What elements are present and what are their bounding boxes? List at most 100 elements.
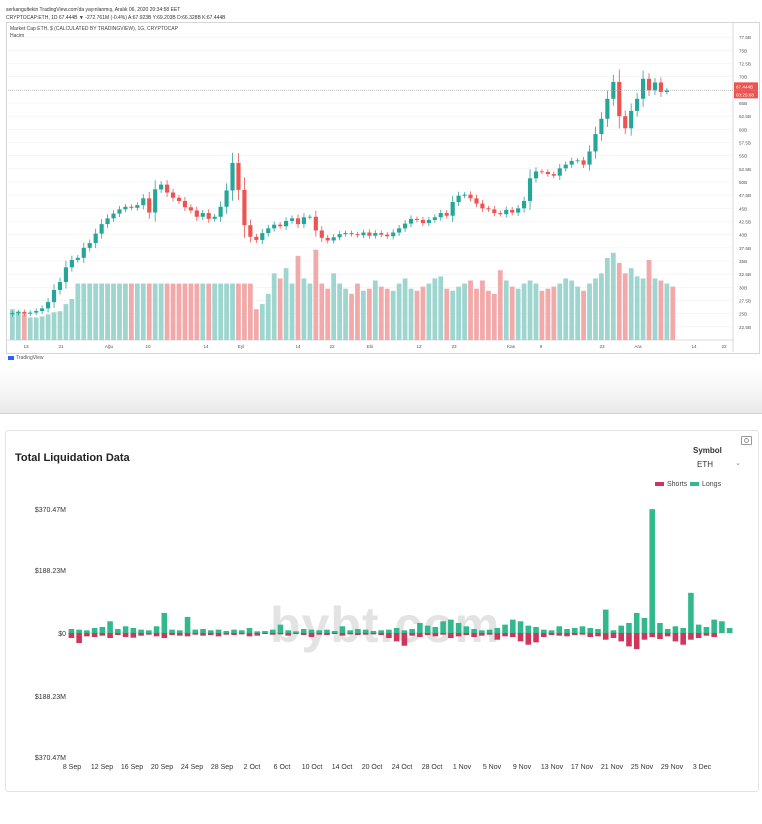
volume-bar: [295, 255, 301, 340]
candle-body: [135, 205, 140, 208]
x-tick-label: 12 Sep: [91, 764, 113, 771]
longs-bar: [479, 630, 485, 633]
volume-bar: [527, 280, 533, 340]
candle-body: [367, 232, 372, 236]
volume-bar: [468, 280, 473, 340]
candle-body: [480, 203, 485, 209]
candle-body: [438, 213, 443, 218]
volume-bar: [10, 309, 15, 340]
candle-body: [117, 209, 122, 214]
candle-body: [331, 237, 336, 241]
x-tick-label: 29 Nov: [661, 764, 684, 771]
candle-body: [212, 216, 217, 219]
candle-body: [307, 216, 312, 218]
volume-bar: [670, 286, 676, 340]
candle-body: [63, 267, 69, 283]
longs-bar: [130, 627, 137, 633]
candle-body: [224, 190, 229, 207]
x-tick-label: 20 Sep: [151, 764, 173, 771]
shorts-bar: [595, 633, 601, 637]
longs-bar: [285, 630, 292, 633]
y-tick-label: 27.5B: [739, 299, 751, 304]
longs-bar: [533, 626, 539, 633]
countdown-badge: [734, 90, 758, 99]
shorts-bar: [711, 633, 717, 638]
candle-body: [349, 233, 354, 235]
volume-bar: [236, 283, 241, 340]
candle-body: [295, 218, 301, 225]
x-tick-label: 3 Dec: [693, 764, 712, 771]
y-tick-label: $370.47M: [35, 507, 66, 514]
volume-bar: [111, 283, 116, 340]
longs-bar: [347, 630, 353, 633]
x-tick-label: 17 Nov: [571, 764, 594, 771]
volume-bar: [242, 283, 247, 340]
longs-bar: [138, 629, 144, 633]
volume-bar: [319, 283, 325, 340]
shorts-bar: [215, 633, 222, 637]
shorts-bar: [602, 633, 609, 640]
x-tick-label: 21 Nov: [601, 764, 624, 771]
shorts-bar: [517, 633, 524, 642]
symbol-select[interactable]: ETH ⌄: [693, 458, 743, 472]
shorts-bar: [192, 633, 199, 635]
volume-bar: [27, 317, 33, 340]
volume-bar: [533, 283, 539, 340]
camera-icon[interactable]: [741, 436, 752, 445]
legend-shorts-label: Shorts: [667, 481, 688, 488]
shorts-bar: [308, 633, 315, 638]
candle-body: [319, 230, 324, 238]
candle-body: [164, 184, 170, 193]
x-tick-label: 21: [58, 344, 64, 349]
candle-body: [278, 224, 283, 227]
candle-body: [575, 160, 580, 162]
y-tick-label: 22.5B: [739, 325, 751, 330]
volume-bar: [194, 283, 200, 340]
legend-longs-label: Longs: [702, 481, 722, 488]
candle-body: [218, 206, 223, 217]
volume-bar: [129, 283, 134, 340]
candle-body: [206, 213, 211, 219]
candle-body: [462, 194, 467, 196]
candle-body: [260, 233, 265, 240]
liquidation-bar-chart[interactable]: $370.47M $188.23M $0 $188.23M $370.47M 8 Sep 1…: [0, 490, 762, 780]
longs-bar: [316, 630, 322, 633]
longs-bar: [680, 627, 686, 633]
candle-body: [272, 224, 277, 229]
candle-body: [587, 151, 592, 165]
candle-body: [45, 302, 51, 309]
candle-body: [593, 134, 598, 152]
shorts-bar: [161, 633, 168, 639]
candle-body: [605, 98, 610, 119]
longs-bar: [618, 625, 625, 633]
longs-bar: [146, 630, 152, 633]
shorts-bar: [76, 633, 82, 644]
shorts-bar: [695, 633, 702, 639]
tv-candlestick-chart[interactable]: 22.5B 25B 27.5B 30B 32.5B 35B 37.5B 40B 42.5B 45B…: [6, 22, 758, 354]
volume-bar: [343, 288, 348, 340]
volume-bar: [33, 317, 39, 340]
candle-body: [176, 197, 182, 201]
legend-longs[interactable]: Longs: [690, 481, 721, 488]
volume-bar: [474, 288, 479, 340]
shorts-bar: [362, 633, 369, 635]
candle-body: [111, 213, 116, 219]
longs-bar: [254, 631, 261, 633]
candle-body: [57, 282, 63, 290]
candle-body: [521, 200, 527, 209]
shorts-bar: [68, 633, 75, 639]
candle-body: [658, 82, 664, 92]
candle-body: [236, 163, 241, 190]
shorts-bar: [587, 633, 594, 638]
volume-bar: [569, 280, 575, 340]
shorts-bar: [455, 633, 462, 637]
x-tick-label: 22: [329, 344, 335, 349]
shorts-bar: [626, 633, 632, 647]
candle-body: [569, 160, 574, 165]
candle-body: [599, 118, 604, 135]
volume-bar: [390, 290, 396, 340]
volume-bar: [497, 270, 503, 340]
legend-shorts[interactable]: Shorts: [655, 481, 687, 488]
longs-bar: [688, 592, 694, 633]
shorts-bar: [548, 633, 555, 636]
